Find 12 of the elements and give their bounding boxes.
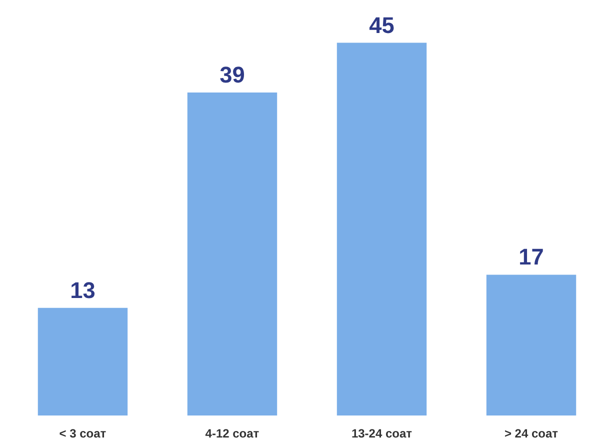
x-tick-label: 13-24 соат xyxy=(351,426,412,440)
bar xyxy=(38,308,128,416)
data-label: 39 xyxy=(220,61,245,88)
x-tick-label: > 24 соат xyxy=(504,426,558,440)
data-label: 17 xyxy=(518,244,544,270)
bar xyxy=(336,42,427,416)
bar xyxy=(187,92,278,416)
data-label: 45 xyxy=(369,12,394,38)
x-tick-label: 4-12 соат xyxy=(205,426,260,440)
x-tick-label: < 3 соат xyxy=(59,426,106,440)
bar xyxy=(486,274,576,416)
data-label: 13 xyxy=(70,276,96,303)
